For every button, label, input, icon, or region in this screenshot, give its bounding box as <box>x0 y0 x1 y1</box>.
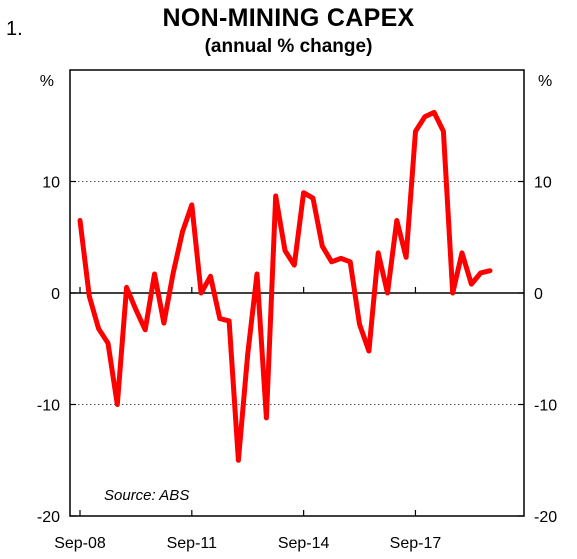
y-tick-label-right: -20 <box>534 509 557 526</box>
y-tick-label-right: 0 <box>534 286 543 303</box>
x-tick-label: Sep-11 <box>167 535 218 552</box>
y-tick-label-left: -10 <box>37 398 60 415</box>
chart-subtitle: (annual % change) <box>204 36 373 57</box>
y-tick-label-left: 0 <box>51 286 60 303</box>
y-ticks: -20 -20 -10 -10 0 0 10 10 <box>37 175 557 527</box>
y-unit-left: % <box>40 73 54 90</box>
y-tick-label-right: -10 <box>534 398 557 415</box>
x-ticks: Sep-08 Sep-11 Sep-14 Sep-17 <box>54 287 441 552</box>
x-tick-label: Sep-17 <box>390 535 442 552</box>
chart-title: NON-MINING CAPEX <box>162 4 415 32</box>
y-unit-right: % <box>538 73 552 90</box>
y-tick-label-right: 10 <box>534 175 552 192</box>
y-tick-label-left: -20 <box>37 509 60 526</box>
figure-number: 1. <box>6 18 23 40</box>
y-tick-label-left: 10 <box>42 175 60 192</box>
x-tick-label: Sep-08 <box>54 535 106 552</box>
source-note: Source: ABS <box>104 487 189 504</box>
series-group <box>77 109 493 463</box>
x-tick-label: Sep-14 <box>278 535 330 552</box>
series-line <box>77 109 493 463</box>
